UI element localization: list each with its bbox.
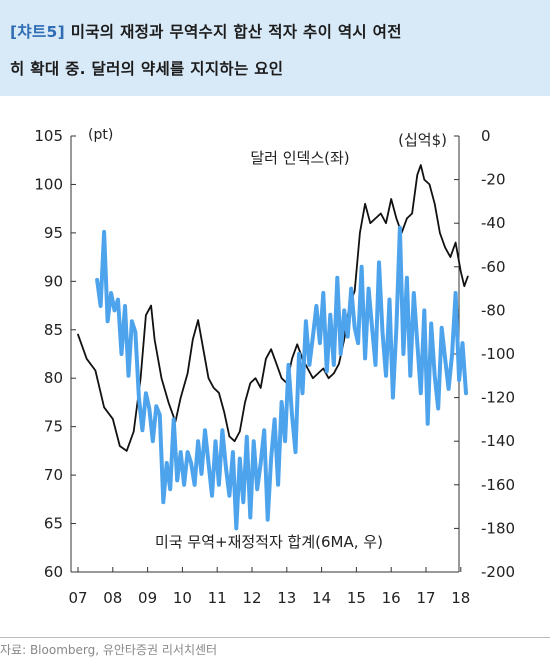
right-tick-label: -140 [481, 432, 515, 450]
left-tick-label: 105 [34, 127, 63, 145]
trade-fiscal-balance-line [95, 225, 468, 531]
header-banner: [챠트5] 미국의 재정과 무역수지 합산 적자 추이 역시 여전 히 확대 중… [0, 0, 550, 96]
x-tick-label: 17 [416, 589, 435, 607]
right-axis-unit: (십억$) [398, 131, 447, 149]
chart-tag: [챠트5] [10, 23, 65, 41]
x-tick-label: 12 [242, 589, 261, 607]
x-tick-label: 15 [347, 589, 366, 607]
right-tick-label: -100 [481, 345, 515, 363]
dollar-index-annotation: 달러 인덱스(좌) [250, 149, 349, 167]
x-tick-label: 13 [277, 589, 296, 607]
right-tick-label: 0 [481, 127, 491, 145]
right-tick-label: -200 [481, 563, 515, 581]
left-tick-label: 60 [44, 563, 63, 581]
left-axis-unit: (pt) [88, 127, 113, 143]
x-tick-label: 08 [103, 589, 122, 607]
left-tick-label: 95 [44, 224, 63, 242]
x-tick-label: 11 [208, 589, 227, 607]
chart-title-line-1: [챠트5] 미국의 재정과 무역수지 합산 적자 추이 역시 여전 [10, 20, 402, 42]
right-tick-label: -20 [481, 171, 506, 189]
left-tick-label: 100 [34, 175, 63, 193]
chart-title-line-2: 히 확대 중. 달러의 약세를 지지하는 요인 [10, 60, 284, 78]
left-tick-label: 85 [44, 321, 63, 339]
x-tick-label: 18 [451, 589, 470, 607]
x-tick-label: 07 [68, 589, 87, 607]
right-tick-label: -60 [481, 258, 506, 276]
x-tick-label: 09 [138, 589, 157, 607]
right-tick-label: -120 [481, 389, 515, 407]
balance-annotation: 미국 무역+재정적자 합계(6MA, 우) [155, 533, 383, 551]
right-tick-label: -40 [481, 214, 506, 232]
right-tick-label: -180 [481, 519, 515, 537]
x-tick-label: 16 [382, 589, 401, 607]
right-tick-label: -80 [481, 301, 506, 319]
chart-title-text-1: 미국의 재정과 무역수지 합산 적자 추이 역시 여전 [70, 23, 402, 41]
x-tick-label: 14 [312, 589, 331, 607]
left-tick-label: 65 [44, 515, 63, 533]
left-tick-label: 80 [44, 369, 63, 387]
divider [0, 637, 550, 638]
source-note: 자료: Bloomberg, 유안타증권 리서치센터 [0, 643, 218, 657]
left-tick-label: 70 [44, 466, 63, 484]
left-tick-label: 90 [44, 272, 63, 290]
dual-axis-line-chart: 105 100 95 90 85 80 75 70 65 60 0 -20 -40 -60 -80 -100 -… [34, 127, 515, 607]
left-tick-label: 75 [44, 418, 63, 436]
x-tick-label: 10 [173, 589, 192, 607]
right-tick-label: -160 [481, 476, 515, 494]
